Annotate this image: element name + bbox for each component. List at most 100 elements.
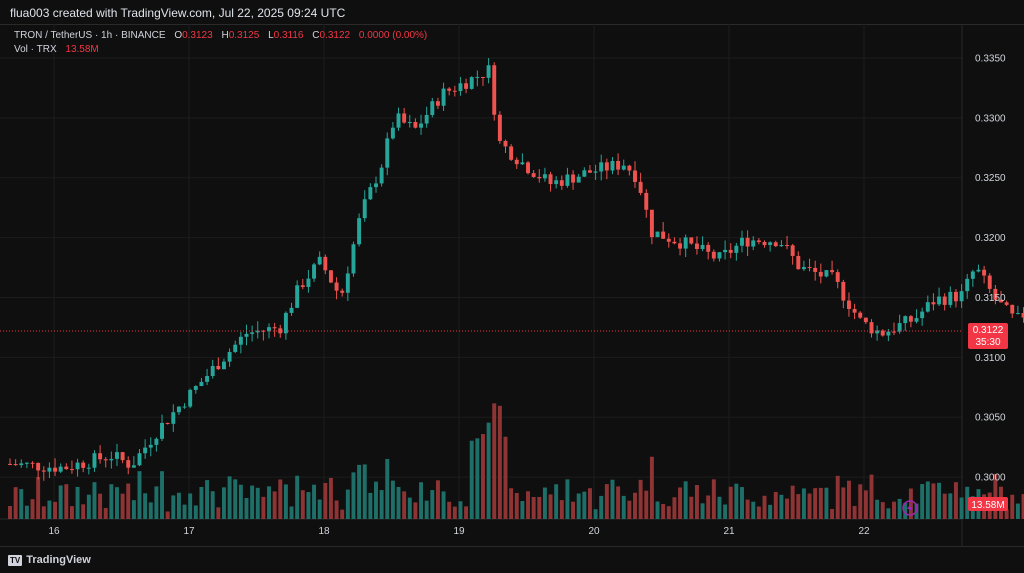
volume-bar — [109, 484, 114, 519]
volume-bar — [638, 479, 643, 519]
candle-body — [616, 160, 621, 170]
candle-body — [165, 422, 170, 424]
volume-bar — [345, 489, 350, 519]
volume-bar — [41, 506, 46, 519]
candle-body — [509, 146, 514, 160]
time-axis[interactable]: 16 17 18 19 20 21 22 — [48, 526, 870, 537]
volume-bar — [103, 508, 108, 519]
volume-bar — [520, 501, 525, 519]
volume-bar — [182, 504, 187, 519]
legend-open: 0.3123 — [182, 30, 213, 41]
time-tick-label: 19 — [453, 526, 465, 537]
candle-body — [824, 270, 829, 277]
lightning-button[interactable] — [902, 500, 918, 516]
candle-body — [999, 299, 1003, 303]
volume-bar — [846, 480, 851, 519]
volume-bar — [785, 498, 789, 519]
volume-bar — [813, 488, 818, 519]
volume-bar — [120, 493, 125, 519]
volume-bar — [920, 484, 925, 519]
volume-bar — [655, 501, 660, 519]
volume-bar — [176, 492, 181, 519]
last-price-value: 0.3122 — [973, 325, 1004, 336]
candle-body — [379, 167, 384, 184]
volume-bar — [841, 487, 846, 519]
volume-bar — [131, 500, 136, 519]
volume-bar — [492, 403, 497, 519]
candle-body — [728, 249, 733, 253]
candle-body — [931, 302, 936, 305]
volume-bar — [323, 482, 328, 519]
volume-bar — [768, 504, 773, 519]
candle-body — [920, 311, 925, 319]
candle-body — [959, 291, 964, 302]
candle-body — [531, 173, 536, 177]
volume-bar — [723, 504, 728, 519]
volume-bar — [413, 502, 418, 519]
candle-body — [47, 467, 52, 472]
price-tick-label: 0.3150 — [975, 293, 1006, 304]
candle-body — [514, 159, 519, 165]
volume-bar — [587, 488, 592, 519]
candle-body — [36, 462, 41, 471]
candle-body — [92, 453, 97, 468]
volume-bar — [762, 495, 767, 519]
volume-bar — [711, 479, 716, 519]
volume-bar — [835, 475, 840, 519]
tradingview-logo[interactable]: TV TradingView — [8, 554, 91, 566]
volume-bar — [717, 496, 722, 519]
candle-body — [216, 365, 221, 370]
candle-body — [773, 242, 778, 247]
chart-grid — [0, 24, 963, 546]
candle-body — [672, 241, 677, 244]
volume-bar — [548, 494, 553, 519]
candle-body — [846, 300, 851, 309]
volume-bar — [58, 485, 63, 519]
price-axis[interactable]: 0.3350 0.3300 0.3250 0.3200 0.3150 0.3100 0.30… — [975, 53, 1006, 483]
candle-body — [69, 469, 74, 471]
candle-body — [362, 199, 367, 219]
volume-bar — [644, 490, 649, 519]
tradingview-logo-icon: TV — [8, 555, 23, 566]
candle-body — [565, 174, 570, 186]
candle-body — [503, 140, 508, 147]
candle-body — [627, 165, 632, 171]
candle-body — [818, 271, 823, 277]
candle-body — [171, 412, 176, 424]
volume-bar — [621, 495, 626, 519]
chart-legend: TRON / TetherUS · 1h · BINANCE O0.3123 H… — [14, 29, 427, 57]
candle-body — [537, 176, 542, 179]
candle-body — [678, 243, 683, 249]
volume-bar — [98, 493, 103, 519]
volume-bar — [542, 487, 547, 519]
legend-close-label: C — [312, 30, 320, 41]
candle-body — [441, 88, 446, 106]
volume-bar — [937, 482, 942, 519]
volume-bar — [948, 493, 953, 519]
volume-bar — [497, 405, 502, 519]
volume-bar — [565, 479, 570, 519]
volume-bar — [447, 501, 452, 519]
volume-bar — [903, 502, 908, 519]
volume-bar — [897, 498, 902, 519]
candle-body — [486, 65, 491, 78]
legend-symbol: TRON / TetherUS · 1h · BINANCE — [14, 30, 166, 41]
candle-body — [768, 242, 773, 246]
volume-bar — [886, 508, 891, 519]
volume-bar — [210, 491, 215, 519]
candle-body — [267, 327, 271, 332]
candle-body — [1021, 313, 1024, 318]
time-tick-label: 20 — [588, 526, 600, 537]
legend-price-row: TRON / TetherUS · 1h · BINANCE O0.3123 H… — [14, 29, 427, 43]
volume-bar — [148, 502, 153, 519]
legend-open-label: O — [174, 30, 183, 41]
volume-bar — [458, 501, 463, 519]
candle-body — [796, 255, 801, 270]
candlestick-chart[interactable]: 0.3350 0.3300 0.3250 0.3200 0.3150 0.3100 0.30… — [0, 24, 1024, 546]
candle-body — [312, 264, 317, 279]
legend-volume: 13.58M — [65, 44, 99, 55]
candle-body — [734, 245, 739, 253]
volume-bar — [863, 490, 868, 519]
candle-body — [621, 165, 626, 170]
candle-body — [875, 330, 880, 334]
